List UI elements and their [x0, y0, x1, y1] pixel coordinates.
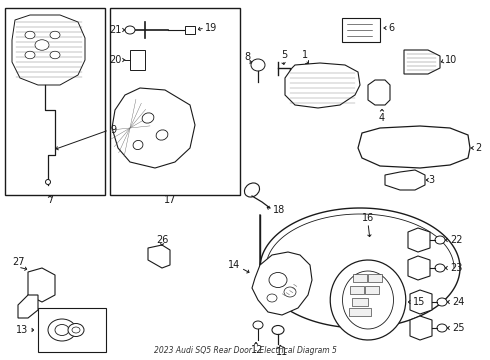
Bar	[349, 308, 371, 316]
Polygon shape	[410, 316, 432, 340]
Text: 16: 16	[362, 213, 374, 223]
Ellipse shape	[25, 31, 35, 39]
Bar	[352, 298, 368, 306]
Text: 24: 24	[452, 297, 465, 307]
Text: 5: 5	[281, 50, 287, 60]
Text: 22: 22	[450, 235, 463, 245]
Polygon shape	[148, 245, 170, 268]
Text: 13: 13	[16, 325, 28, 335]
Ellipse shape	[284, 287, 296, 297]
Ellipse shape	[251, 59, 265, 71]
Polygon shape	[368, 80, 390, 105]
Ellipse shape	[253, 321, 263, 329]
Polygon shape	[343, 271, 393, 329]
Ellipse shape	[35, 40, 49, 50]
Ellipse shape	[435, 236, 445, 244]
Text: 19: 19	[205, 23, 217, 33]
Bar	[38, 308, 106, 352]
Ellipse shape	[376, 288, 384, 292]
Polygon shape	[404, 50, 440, 74]
Text: 20: 20	[110, 55, 122, 65]
Text: 2023 Audi SQ5 Rear Door - Electrical Diagram 5: 2023 Audi SQ5 Rear Door - Electrical Dia…	[153, 346, 337, 355]
Text: 26: 26	[156, 235, 168, 245]
Ellipse shape	[50, 31, 60, 39]
Text: 25: 25	[452, 323, 465, 333]
Bar	[130, 50, 145, 70]
Text: 21: 21	[110, 25, 122, 35]
Ellipse shape	[336, 305, 344, 310]
Bar	[110, 8, 240, 195]
Bar	[368, 274, 382, 282]
Ellipse shape	[437, 324, 447, 332]
Bar	[350, 286, 364, 294]
Text: 23: 23	[450, 263, 463, 273]
Polygon shape	[252, 252, 312, 315]
Ellipse shape	[142, 113, 154, 123]
Ellipse shape	[276, 284, 284, 289]
Polygon shape	[410, 290, 432, 314]
Ellipse shape	[269, 273, 287, 288]
Polygon shape	[330, 260, 406, 340]
Polygon shape	[408, 256, 430, 280]
Text: 9: 9	[110, 125, 116, 135]
Text: 7: 7	[47, 195, 53, 205]
Bar	[5, 8, 105, 195]
Ellipse shape	[437, 298, 447, 306]
Bar	[342, 18, 380, 42]
Text: 12: 12	[251, 345, 263, 355]
Text: 18: 18	[273, 205, 285, 215]
Text: 2: 2	[475, 143, 481, 153]
Polygon shape	[28, 268, 55, 302]
Polygon shape	[358, 126, 470, 168]
Ellipse shape	[72, 327, 80, 333]
Text: 1: 1	[302, 50, 308, 60]
Ellipse shape	[55, 324, 69, 336]
Ellipse shape	[50, 51, 60, 59]
Ellipse shape	[48, 319, 76, 341]
Polygon shape	[285, 63, 360, 108]
Ellipse shape	[25, 51, 35, 59]
Ellipse shape	[68, 324, 84, 337]
Text: 8: 8	[244, 52, 250, 62]
Ellipse shape	[272, 325, 284, 334]
Polygon shape	[12, 15, 85, 85]
Ellipse shape	[133, 140, 143, 149]
Bar	[185, 26, 195, 34]
Text: 17: 17	[164, 195, 176, 205]
Text: 6: 6	[388, 23, 394, 33]
Text: 15: 15	[413, 297, 425, 307]
Text: 3: 3	[428, 175, 434, 185]
Polygon shape	[18, 295, 38, 318]
Bar	[353, 274, 367, 282]
Text: 14: 14	[228, 260, 240, 270]
Text: 4: 4	[379, 113, 385, 123]
Polygon shape	[385, 170, 425, 190]
Text: 11: 11	[276, 347, 288, 357]
Ellipse shape	[46, 180, 50, 184]
Ellipse shape	[435, 264, 445, 272]
Bar	[365, 286, 379, 294]
Text: 27: 27	[12, 257, 24, 267]
Text: 10: 10	[445, 55, 457, 65]
Ellipse shape	[267, 294, 277, 302]
Ellipse shape	[125, 26, 135, 34]
Polygon shape	[112, 88, 195, 168]
Ellipse shape	[156, 130, 168, 140]
Polygon shape	[408, 228, 430, 252]
Ellipse shape	[245, 183, 260, 197]
